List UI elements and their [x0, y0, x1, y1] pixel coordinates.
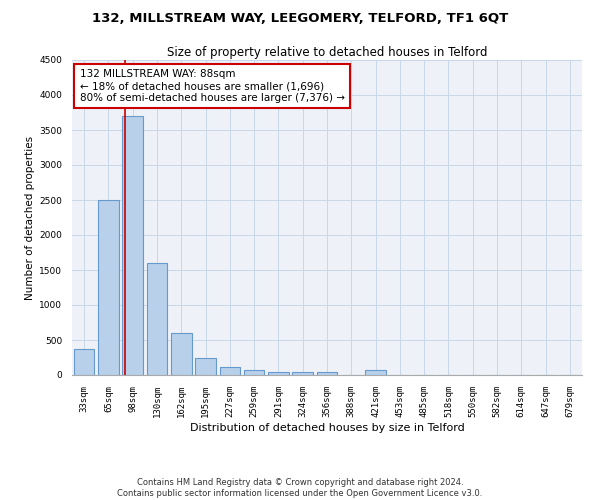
Title: Size of property relative to detached houses in Telford: Size of property relative to detached ho… — [167, 46, 487, 59]
Bar — [292, 372, 313, 375]
Bar — [365, 370, 386, 375]
Bar — [317, 372, 337, 375]
Bar — [98, 200, 119, 375]
Bar — [146, 263, 167, 375]
Bar — [195, 358, 216, 375]
Bar — [171, 333, 191, 375]
Bar — [244, 370, 265, 375]
Text: 132, MILLSTREAM WAY, LEEGOMERY, TELFORD, TF1 6QT: 132, MILLSTREAM WAY, LEEGOMERY, TELFORD,… — [92, 12, 508, 26]
Bar — [268, 372, 289, 375]
Text: 132 MILLSTREAM WAY: 88sqm
← 18% of detached houses are smaller (1,696)
80% of se: 132 MILLSTREAM WAY: 88sqm ← 18% of detac… — [80, 70, 344, 102]
Bar — [220, 368, 240, 375]
Bar — [122, 116, 143, 375]
Y-axis label: Number of detached properties: Number of detached properties — [25, 136, 35, 300]
Text: Contains HM Land Registry data © Crown copyright and database right 2024.
Contai: Contains HM Land Registry data © Crown c… — [118, 478, 482, 498]
Bar — [74, 349, 94, 375]
X-axis label: Distribution of detached houses by size in Telford: Distribution of detached houses by size … — [190, 422, 464, 432]
